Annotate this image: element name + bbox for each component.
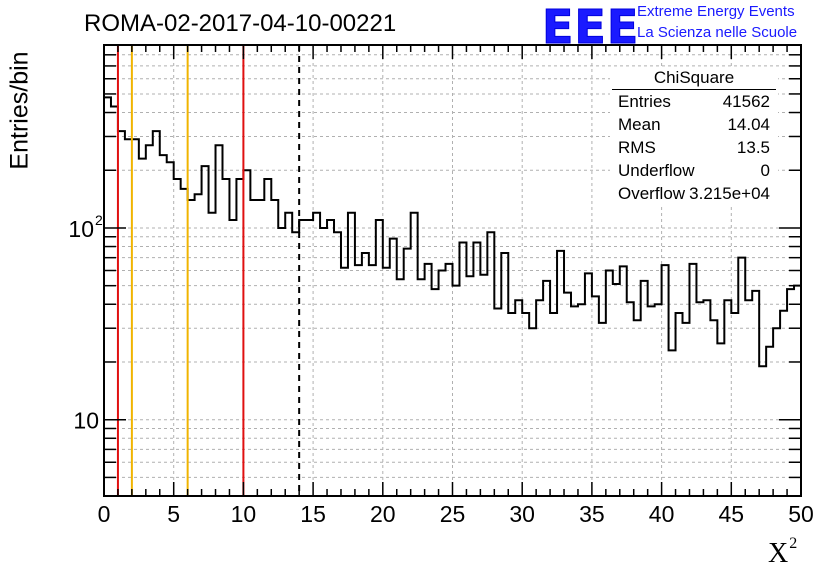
stats-key: Mean — [618, 115, 661, 134]
x-tick-label: 5 — [167, 501, 180, 527]
stats-value: 3.215e+04 — [689, 184, 770, 203]
stats-key: Underflow — [618, 161, 695, 180]
stats-key: Entries — [618, 92, 671, 111]
x-tick-label: 40 — [649, 501, 675, 527]
axis-ticks — [103, 45, 802, 496]
eee-logo: EEE — [541, 0, 640, 55]
logo-line-2: La Scienza nelle Scuole — [637, 24, 798, 41]
stats-row: Underflow 0 — [610, 159, 778, 182]
x-tick-label: 15 — [300, 501, 326, 527]
x-tick-label: 25 — [440, 501, 466, 527]
stats-value: 13.5 — [736, 138, 770, 157]
x-tick-label: 10 — [231, 501, 257, 527]
stats-box: ChiSquare Entries 41562 Mean 14.04 RMS 13.5… — [610, 67, 778, 205]
x-tick-label: 45 — [719, 501, 745, 527]
histogram-line — [104, 96, 802, 368]
marker-lines — [116, 45, 301, 496]
stats-value: 14.04 — [727, 115, 770, 134]
x-tick-label: 0 — [98, 501, 111, 527]
stats-row: RMS 13.5 — [610, 136, 778, 159]
y-tick-label: 10 — [68, 216, 94, 242]
x-tick-label: 50 — [788, 501, 814, 527]
x-axis-label-text: X — [768, 538, 789, 569]
histogram — [104, 96, 802, 368]
y-tick-label-sup: 2 — [95, 212, 103, 228]
x-tick-label: 20 — [370, 501, 396, 527]
stats-row: Overflow 3.215e+04 — [610, 182, 778, 205]
logo-line-1: Extreme Energy Events — [637, 3, 795, 20]
x-tick-label: 35 — [579, 501, 605, 527]
stats-row: Mean 14.04 — [610, 113, 778, 136]
stats-value: 0 — [760, 161, 770, 180]
x-tick-label: 30 — [509, 501, 535, 527]
stats-key: Overflow — [618, 184, 686, 203]
plot-title: ROMA-02-2017-04-10-00221 — [84, 10, 397, 37]
stats-title: ChiSquare — [612, 67, 776, 90]
stats-row: Entries 41562 — [610, 90, 778, 113]
grid-lines — [104, 45, 801, 496]
stats-key: RMS — [618, 138, 656, 157]
y-tick-label: 10 — [73, 408, 99, 434]
stats-value: 41562 — [722, 92, 770, 111]
y-axis-label: Entries/bin — [5, 51, 34, 170]
x-axis-label: X2 — [768, 535, 797, 570]
x-axis-label-sup: 2 — [789, 535, 798, 552]
